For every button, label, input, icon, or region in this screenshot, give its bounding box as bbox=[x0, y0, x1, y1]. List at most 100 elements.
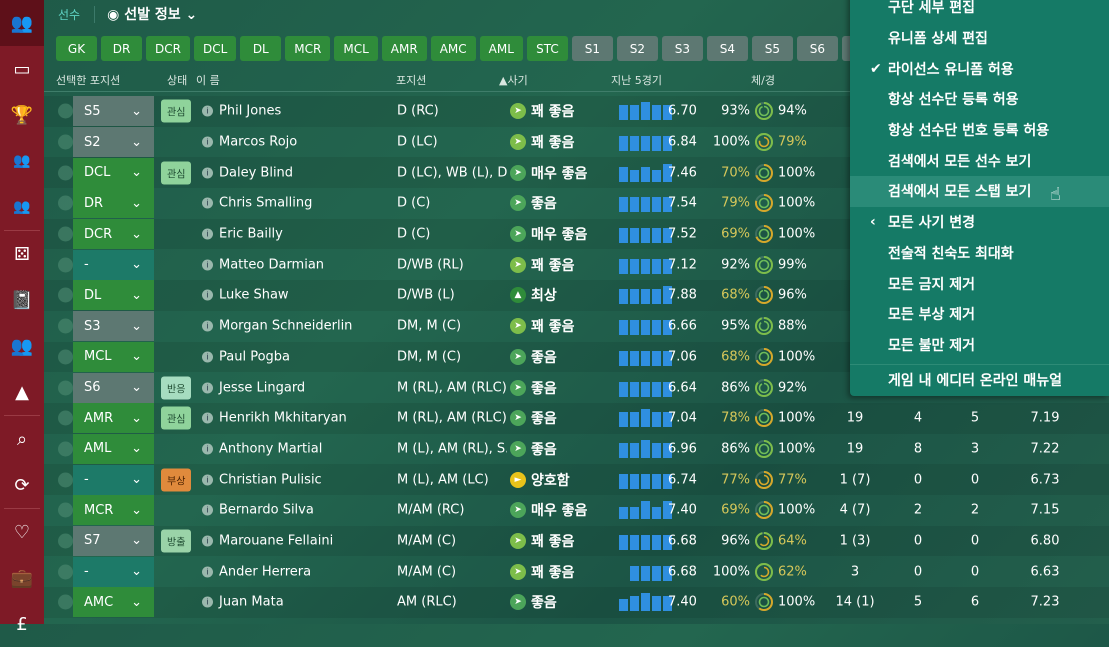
col-name[interactable]: 이 름 bbox=[196, 74, 220, 87]
sidebar-item-club-badge[interactable]: ♡ bbox=[0, 509, 44, 555]
position-dropdown[interactable]: S2 ⌄ bbox=[73, 127, 154, 158]
player-name[interactable]: Phil Jones bbox=[219, 103, 282, 119]
col-position[interactable]: 포지션 bbox=[396, 74, 427, 87]
select-checkbox[interactable] bbox=[58, 441, 73, 457]
filter-dcl[interactable]: DCL bbox=[193, 36, 237, 61]
sidebar-item-finance-pound[interactable]: £ bbox=[0, 601, 44, 647]
menu-item[interactable]: 항상 선수단 등록 허용 bbox=[850, 84, 1109, 115]
position-dropdown[interactable]: AMR ⌄ bbox=[73, 403, 154, 434]
table-row[interactable]: AMC ⌄ i Juan Mata AM (RLC) ➤ 좋음 7.40 60% 100% 14 (… bbox=[44, 587, 1109, 618]
position-dropdown[interactable]: DCR ⌄ bbox=[73, 219, 154, 250]
sidebar-item-briefcase[interactable]: 💼 bbox=[0, 555, 44, 601]
filter-gk[interactable]: GK bbox=[56, 36, 97, 61]
sidebar-item-u18-squad[interactable]: 👥 bbox=[0, 184, 44, 230]
select-checkbox[interactable] bbox=[58, 165, 73, 181]
info-icon[interactable]: i bbox=[202, 566, 213, 578]
info-icon[interactable]: i bbox=[202, 474, 213, 486]
position-dropdown[interactable]: S5 ⌄ bbox=[73, 96, 154, 127]
player-name[interactable]: Henrikh Mkhitaryan bbox=[219, 410, 347, 426]
tab-players[interactable]: 선수 bbox=[58, 5, 96, 23]
table-row[interactable]: S6 ⌄ 반응 i Jesse Lingard M (RL), AM (RLC) ➤ 좋음 6.… bbox=[44, 372, 1109, 403]
player-name[interactable]: Paul Pogba bbox=[219, 349, 291, 365]
player-name[interactable]: Marouane Fellaini bbox=[219, 533, 334, 549]
select-checkbox[interactable] bbox=[58, 564, 73, 580]
sidebar-item-staff[interactable]: 👥 bbox=[0, 323, 44, 369]
filter-amc[interactable]: AMC bbox=[430, 36, 476, 61]
col-last5[interactable]: 지난 5경기 bbox=[611, 74, 662, 87]
table-row[interactable]: - ⌄ i Ander Herrera M/AM (C) ➤ 꽤 좋음 6.68 100% 62%… bbox=[44, 556, 1109, 587]
position-dropdown[interactable]: MCL ⌄ bbox=[73, 341, 154, 372]
select-checkbox[interactable] bbox=[58, 533, 73, 549]
select-checkbox[interactable] bbox=[58, 134, 73, 150]
menu-item[interactable]: 항상 선수단 번호 등록 허용 bbox=[850, 115, 1109, 146]
info-icon[interactable]: i bbox=[202, 535, 213, 547]
position-dropdown[interactable]: AML ⌄ bbox=[73, 433, 154, 464]
position-dropdown[interactable]: DCL ⌄ bbox=[73, 157, 154, 188]
select-checkbox[interactable] bbox=[58, 257, 73, 273]
player-name[interactable]: Ander Herrera bbox=[219, 564, 312, 580]
filter-dl[interactable]: DL bbox=[240, 36, 282, 61]
menu-item[interactable]: 검색에서 모든 스탭 보기 ☝ bbox=[850, 176, 1109, 207]
player-name[interactable]: Morgan Schneiderlin bbox=[219, 318, 353, 334]
filter-s5[interactable]: S5 bbox=[751, 36, 793, 61]
select-checkbox[interactable] bbox=[58, 502, 73, 518]
select-checkbox[interactable] bbox=[58, 195, 73, 211]
filter-dcr[interactable]: DCR bbox=[146, 36, 190, 61]
table-row[interactable]: S3 ⌄ i Morgan Schneiderlin DM, M (C) ➤ 꽤 좋음 6.6… bbox=[44, 311, 1109, 342]
filter-s4[interactable]: S4 bbox=[706, 36, 748, 61]
table-row[interactable]: - ⌄ i Matteo Darmian D/WB (RL) ➤ 꽤 좋음 7.12 92% 99… bbox=[44, 249, 1109, 280]
player-name[interactable]: Chris Smalling bbox=[219, 195, 313, 211]
player-name[interactable]: Daley Blind bbox=[219, 165, 294, 181]
filter-s3[interactable]: S3 bbox=[661, 36, 703, 61]
select-checkbox[interactable] bbox=[58, 287, 73, 303]
info-icon[interactable]: i bbox=[202, 504, 213, 516]
info-icon[interactable]: i bbox=[202, 197, 213, 209]
menu-item[interactable]: 모든 부상 제거 bbox=[850, 299, 1109, 330]
info-icon[interactable]: i bbox=[202, 105, 213, 117]
sidebar-item-training-cone[interactable]: ▲ bbox=[0, 369, 44, 415]
sidebar-item-trophy[interactable]: 🏆 bbox=[0, 92, 44, 138]
info-icon[interactable]: i bbox=[202, 228, 213, 240]
filter-s2[interactable]: S2 bbox=[616, 36, 658, 61]
info-icon[interactable]: i bbox=[202, 320, 213, 332]
position-dropdown[interactable]: DL ⌄ bbox=[73, 280, 154, 311]
position-dropdown[interactable]: - ⌄ bbox=[73, 249, 154, 280]
info-icon[interactable]: i bbox=[202, 259, 213, 271]
position-dropdown[interactable]: - ⌄ bbox=[73, 556, 154, 587]
position-dropdown[interactable]: S7 ⌄ bbox=[73, 525, 154, 556]
table-row[interactable]: AML ⌄ i Anthony Martial M (L), AM (RL), S...… bbox=[44, 433, 1109, 465]
filter-mcl[interactable]: MCL bbox=[334, 36, 378, 61]
select-checkbox[interactable] bbox=[58, 349, 73, 365]
position-dropdown[interactable]: MCR ⌄ bbox=[73, 495, 154, 526]
info-icon[interactable]: i bbox=[202, 136, 213, 148]
position-dropdown[interactable]: S6 ⌄ bbox=[73, 372, 154, 403]
select-checkbox[interactable] bbox=[58, 410, 73, 426]
position-dropdown[interactable]: - ⌄ bbox=[73, 464, 154, 495]
select-checkbox[interactable] bbox=[58, 103, 73, 119]
menu-item[interactable]: 모든 금지 제거 bbox=[850, 268, 1109, 299]
select-checkbox[interactable] bbox=[58, 594, 73, 610]
sidebar-item-notebook[interactable]: 📓 bbox=[0, 277, 44, 323]
sidebar-item-search[interactable]: ⌕ bbox=[0, 416, 44, 462]
position-dropdown[interactable]: S3 ⌄ bbox=[73, 311, 154, 342]
table-row[interactable]: MCR ⌄ i Bernardo Silva M/AM (RC) ➤ 매우 좋음 7.40 69… bbox=[44, 495, 1109, 526]
info-icon[interactable]: i bbox=[202, 443, 213, 455]
sidebar-item-u23-squad[interactable]: 👥 bbox=[0, 138, 44, 184]
sidebar-item-tactics[interactable]: ⚄ bbox=[0, 231, 44, 277]
position-dropdown[interactable]: DR ⌄ bbox=[73, 188, 154, 219]
position-dropdown[interactable]: AMC ⌄ bbox=[73, 587, 154, 618]
menu-item[interactable]: 게임 내 에디터 온라인 매뉴얼 bbox=[850, 364, 1109, 395]
select-checkbox[interactable] bbox=[58, 472, 73, 488]
menu-item[interactable]: 모든 불만 제거 bbox=[850, 330, 1109, 361]
table-row[interactable]: - ⌄ 부상 i Christian Pulisic M (L), AM (LC) ► 양호함… bbox=[44, 464, 1109, 495]
menu-item[interactable]: 구단 세부 편집 bbox=[850, 0, 1109, 23]
sidebar-item-transfer[interactable]: ⟳ bbox=[0, 462, 44, 508]
filter-amr[interactable]: AMR bbox=[381, 36, 427, 61]
info-icon[interactable]: i bbox=[202, 412, 213, 424]
info-icon[interactable]: i bbox=[202, 289, 213, 301]
info-icon[interactable]: i bbox=[202, 382, 213, 394]
col-selected-position[interactable]: 선택한 포지션 bbox=[56, 74, 121, 87]
sidebar-item-squad[interactable]: 👥 bbox=[0, 0, 44, 46]
filter-mcr[interactable]: MCR bbox=[285, 36, 331, 61]
table-row[interactable]: S7 ⌄ 방출 i Marouane Fellaini M/AM (C) ➤ 꽤 좋음 6.68… bbox=[44, 525, 1109, 557]
